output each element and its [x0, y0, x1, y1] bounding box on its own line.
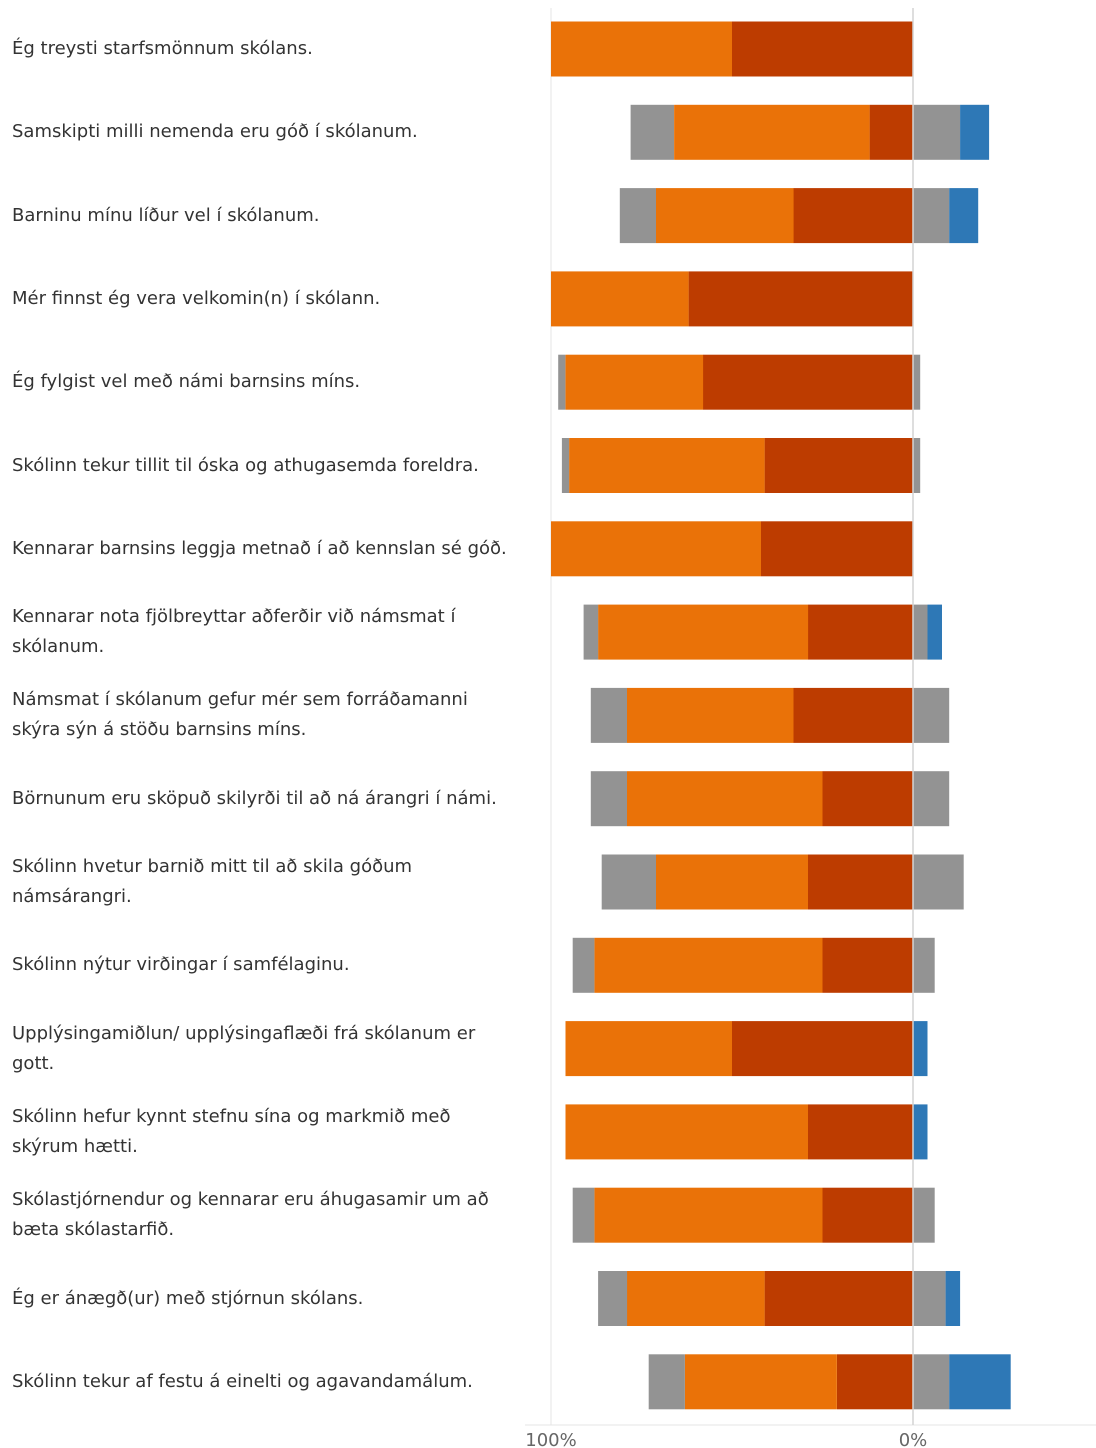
category-label: Ég er ánægð(ur) með stjórnun skólans. [12, 1287, 364, 1309]
bar-segment [590, 687, 627, 743]
bar-segment [601, 854, 656, 910]
bar-segment [703, 354, 913, 410]
bar-segment [837, 1354, 913, 1410]
bar-segment [913, 854, 964, 910]
category-label: Skólinn hefur kynnt stefnu sína og markm… [12, 1105, 451, 1157]
bar-segment [572, 937, 595, 993]
bar-segment [960, 104, 990, 160]
category-label: Mér finnst ég vera velkomin(n) í skólann… [12, 287, 381, 309]
bar-segment [913, 604, 928, 660]
category-label: Upplýsingamiðlun/ upplýsingaflæði frá sk… [12, 1022, 476, 1074]
bar-segment [583, 604, 599, 660]
bar-segment [913, 188, 950, 244]
bar-segment [869, 104, 913, 160]
category-label: Börnunum eru sköpuð skilyrði til að ná á… [12, 787, 497, 809]
bar-segment [656, 854, 808, 910]
bar-segment [913, 104, 961, 160]
bar-segment [619, 188, 656, 244]
bar-segment [793, 188, 913, 244]
bar-segment [656, 188, 794, 244]
bar-segment [913, 771, 950, 827]
category-label: Kennarar nota fjölbreyttar aðferðir við … [12, 606, 456, 658]
bar-segment [627, 1271, 765, 1326]
bar-segment [913, 1187, 935, 1243]
x-tick-label: 100% [525, 1430, 576, 1448]
bar-segment [913, 354, 921, 410]
bar-segment [648, 1354, 685, 1410]
category-label: Ég fylgist vel með námi barnsins míns. [12, 371, 361, 393]
bar-segment [590, 771, 627, 827]
bar-segment [808, 1104, 913, 1160]
bar-segment [949, 1354, 1011, 1410]
bar-segment [551, 21, 732, 77]
bar-segment [945, 1271, 961, 1326]
bar-segment [732, 21, 913, 77]
bar-segment [913, 1271, 946, 1326]
bar-segment [551, 271, 689, 327]
bar-segment [764, 438, 913, 493]
bar-segment [565, 1021, 732, 1077]
bar-segment [764, 1271, 913, 1326]
bar-segment [558, 354, 566, 410]
category-label: Skólinn hvetur barnið mitt til að skila … [12, 856, 413, 907]
bar-segment [565, 1104, 808, 1160]
bar-segment [913, 687, 950, 743]
bar-segment [630, 104, 674, 160]
bar-segment [913, 438, 921, 493]
bar-segment [598, 1271, 628, 1326]
bar-segment [822, 937, 913, 993]
bar-segment [569, 438, 765, 493]
bar-segment [808, 604, 913, 660]
category-label: Samskipti milli nemenda eru góð í skólan… [12, 121, 418, 143]
bar-segment [627, 771, 823, 827]
bar-segment [793, 687, 913, 743]
category-label: Ég treysti starfsmönnum skólans. [12, 38, 313, 59]
bar-segment [761, 521, 913, 577]
category-label: Skólinn tekur af festu á einelti og agav… [12, 1370, 473, 1392]
category-label: Kennarar barnsins leggja metnað í að ken… [12, 537, 507, 559]
bar-segment [913, 1104, 928, 1160]
bar-segment [594, 937, 823, 993]
category-label: Skólinn tekur tillit til óska og athugas… [12, 454, 479, 476]
bar-segment [674, 104, 870, 160]
bar-segment [913, 937, 935, 993]
bar-segment [627, 687, 794, 743]
bar-segment [565, 354, 704, 410]
bar-segment [572, 1187, 595, 1243]
bar-segment [594, 1187, 823, 1243]
bar-segment [927, 604, 942, 660]
category-label: Skólinn nýtur virðingar í samfélaginu. [12, 954, 350, 976]
bar-segment [684, 1354, 837, 1410]
bar-segment [949, 188, 979, 244]
bar-segment [688, 271, 913, 327]
bar-segment [913, 1021, 928, 1077]
bar-segment [551, 521, 761, 577]
bar-segment [822, 771, 913, 827]
bar-segment [598, 604, 809, 660]
bar-segment [822, 1187, 913, 1243]
bar-segment [913, 1354, 950, 1410]
category-label: Skólastjórnendur og kennarar eru áhugasa… [12, 1189, 489, 1241]
category-label: Námsmat í skólanum gefur mér sem forráða… [12, 689, 468, 741]
bar-segment [732, 1021, 913, 1077]
category-label: Barninu mínu líður vel í skólanum. [12, 204, 320, 226]
x-tick-label: 0% [899, 1430, 928, 1448]
bar-segment [561, 438, 570, 493]
bar-segment [808, 854, 913, 910]
